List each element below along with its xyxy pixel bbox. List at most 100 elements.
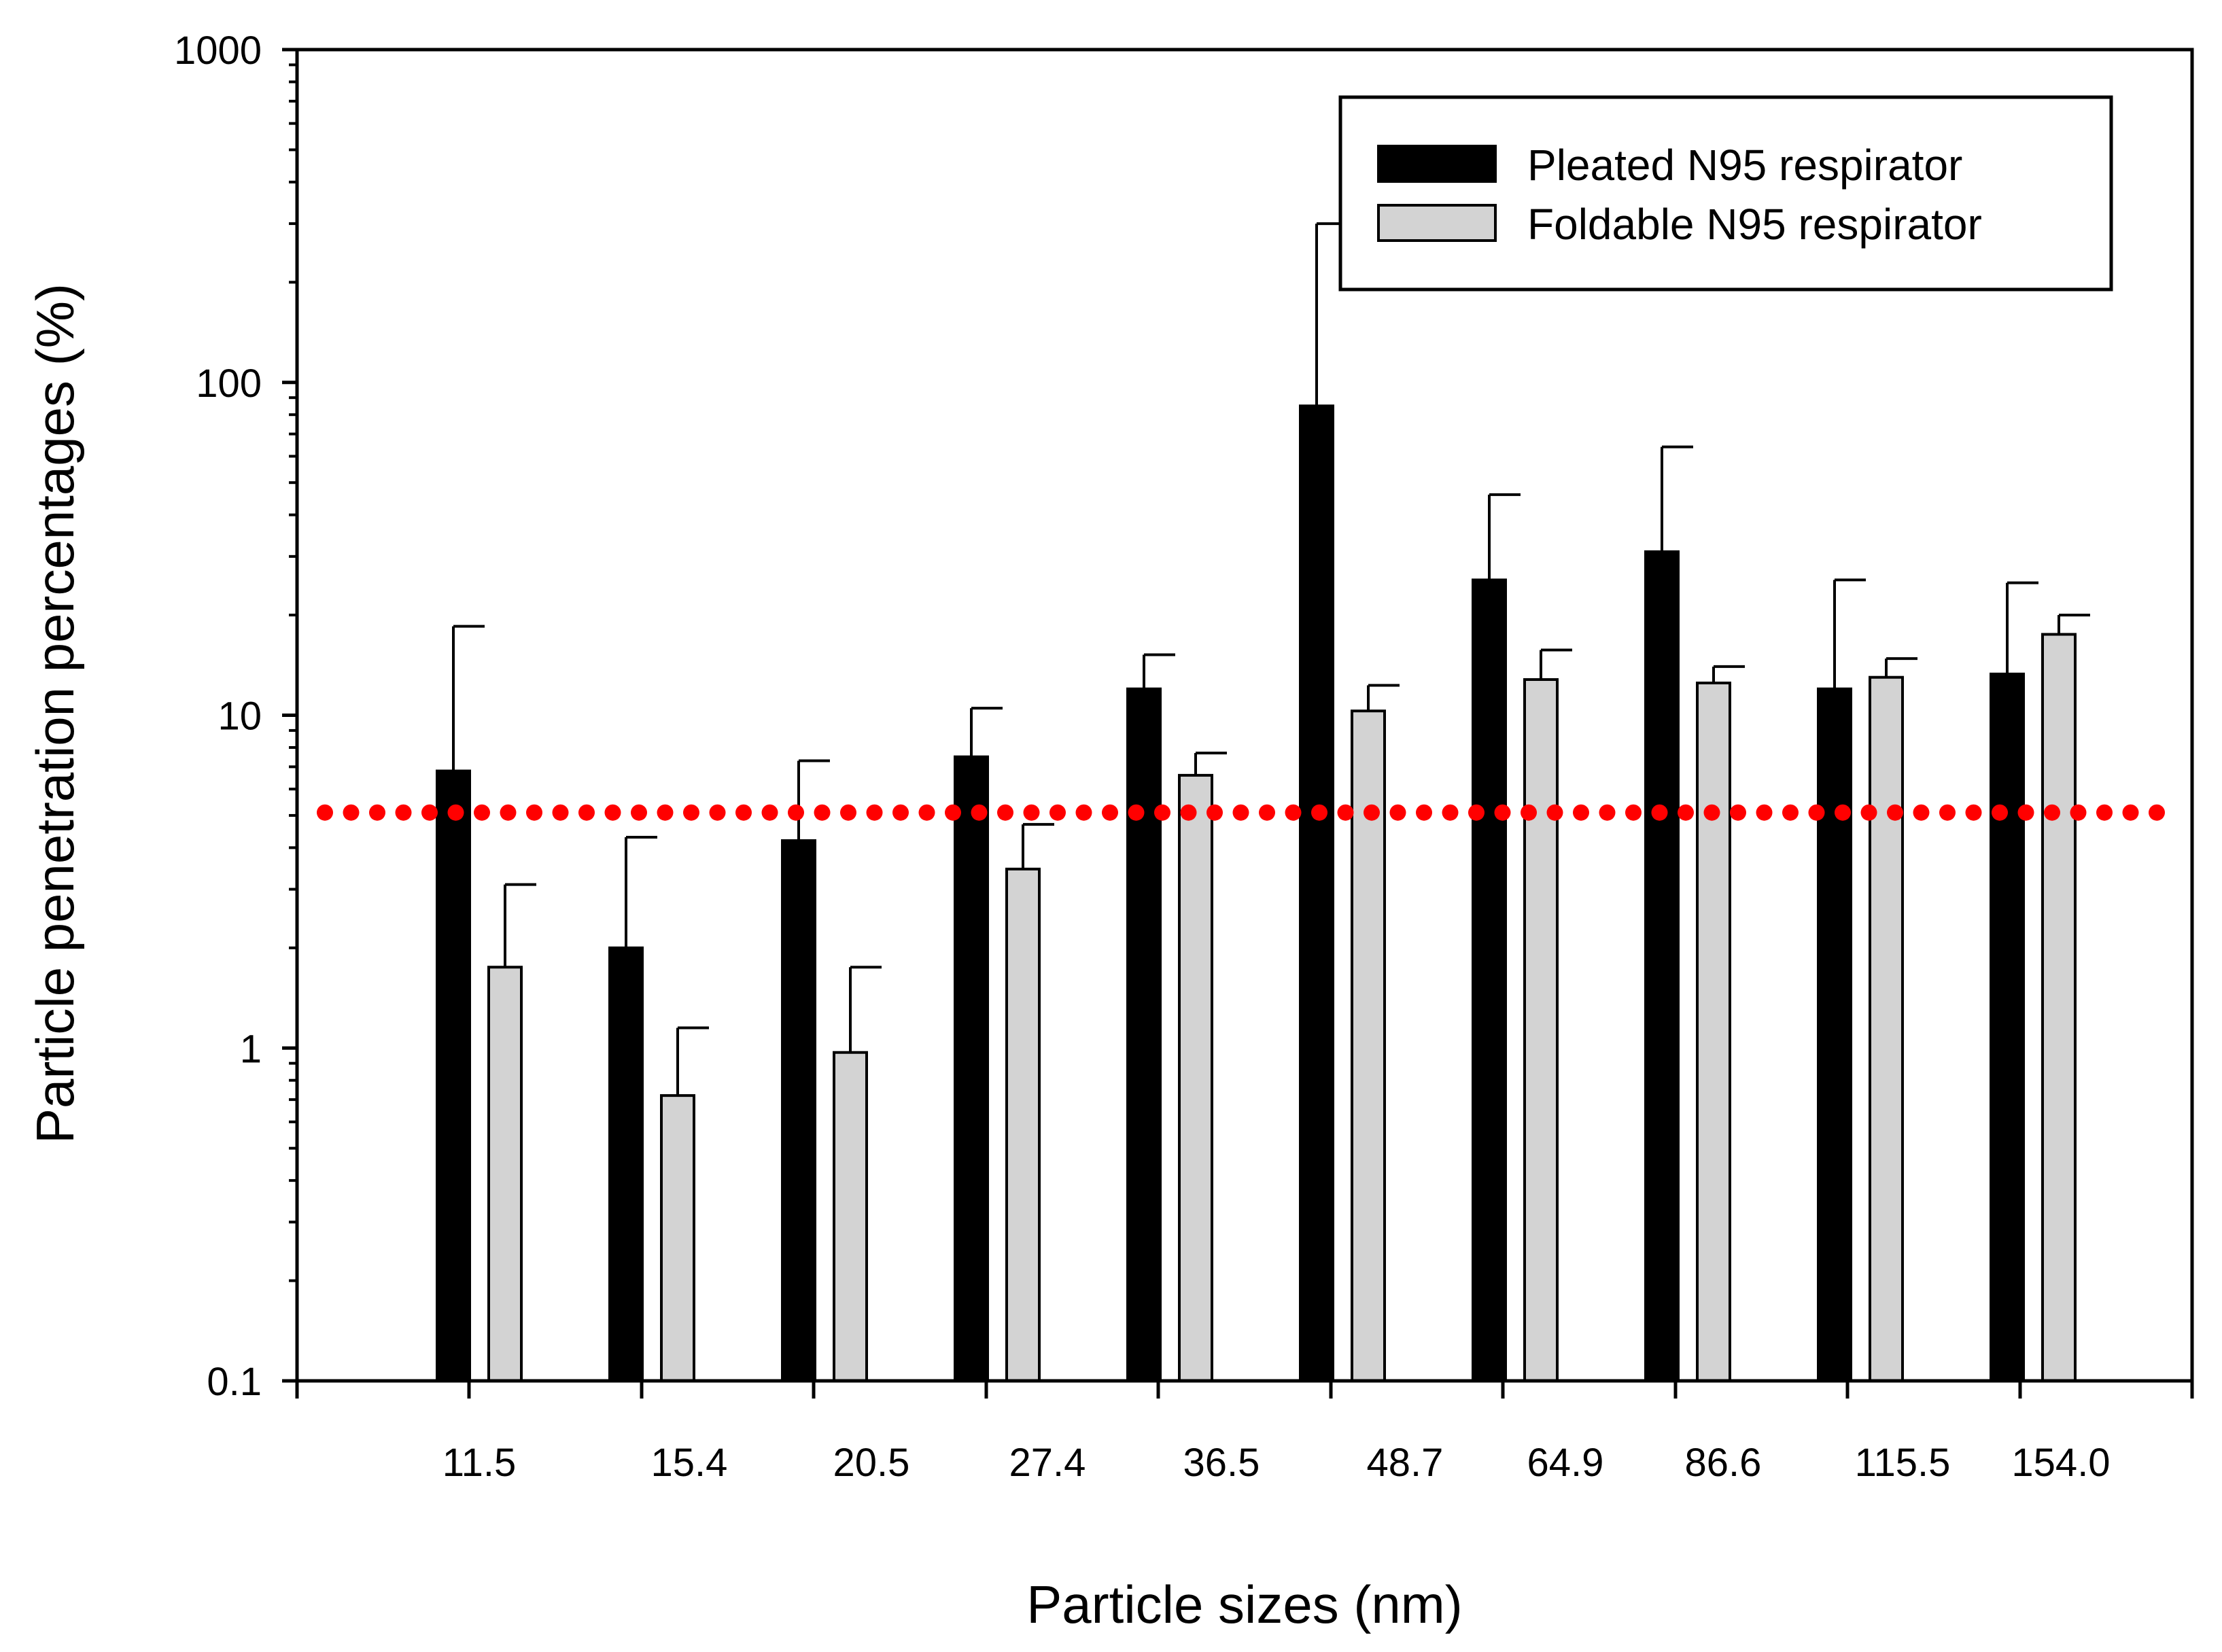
reference-dot [1128, 804, 1145, 821]
reference-dot [657, 804, 674, 821]
reference-dot [1102, 804, 1118, 821]
bar-pleated [1644, 550, 1680, 1382]
reference-dot [1207, 804, 1223, 821]
reference-dot [2122, 804, 2139, 821]
legend-label-pleated: Pleated N95 respirator [1527, 141, 1962, 190]
reference-dot [421, 804, 438, 821]
reference-dot [578, 804, 595, 821]
x-tick-label: 27.4 [1009, 1441, 1086, 1485]
x-tick-label: 154.0 [2011, 1441, 2110, 1485]
reference-dot [1468, 804, 1485, 821]
x-axis-title: Particle sizes (nm) [1026, 1575, 1462, 1634]
reference-dot [369, 804, 385, 821]
reference-dot [1756, 804, 1773, 821]
reference-dot [1416, 804, 1432, 821]
x-tick-label: 115.5 [1855, 1441, 1951, 1485]
reference-dot [971, 804, 988, 821]
bar-pleated [608, 946, 644, 1382]
reference-dot [1180, 804, 1197, 821]
bar-pleated [781, 839, 816, 1382]
y-tick-label: 10 [218, 695, 262, 739]
reference-dot [317, 804, 333, 821]
reference-dot [892, 804, 909, 821]
reference-dot [1389, 804, 1406, 821]
reference-dot [2017, 804, 2034, 821]
reference-dot [1573, 804, 1589, 821]
bar-pleated [1126, 687, 1162, 1382]
reference-dot [683, 804, 699, 821]
reference-dot [2149, 804, 2165, 821]
reference-dot [1965, 804, 1982, 821]
y-tick-label: 100 [196, 362, 262, 406]
bar-foldable [1351, 709, 1386, 1383]
reference-dot [1651, 804, 1668, 821]
reference-dot [840, 804, 856, 821]
reference-dot [2044, 804, 2060, 821]
bar-foldable [833, 1051, 868, 1382]
reference-dot [1023, 804, 1040, 821]
bar-pleated [436, 769, 471, 1383]
reference-dot [604, 804, 621, 821]
reference-dot [1075, 804, 1092, 821]
bar-foldable [1005, 867, 1041, 1383]
bars-layer [436, 222, 2090, 1383]
bar-pleated [1990, 672, 2025, 1383]
reference-dot [447, 804, 464, 821]
bar-foldable [2041, 633, 2077, 1382]
reference-dot [1939, 804, 1956, 821]
reference-dot [500, 804, 517, 821]
x-tick-label: 86.6 [1685, 1441, 1762, 1485]
reference-dot [474, 804, 490, 821]
bar-foldable [1523, 678, 1559, 1382]
bar-foldable [487, 966, 523, 1383]
axes-layer: 0.1 1 10 100 1000 11.5 15.4 20.5 27.4 36.5 48.7 64.… [174, 29, 2194, 1485]
bar-foldable [1178, 773, 1213, 1383]
reference-dot [1364, 804, 1380, 821]
reference-dot [1154, 804, 1170, 821]
bar-pleated [1299, 404, 1334, 1382]
reference-dot [1494, 804, 1511, 821]
bar-pleated [954, 755, 989, 1382]
legend-label-foldable: Foldable N95 respirator [1527, 200, 1982, 249]
reference-dot [1311, 804, 1327, 821]
reference-dot [1782, 804, 1799, 821]
y-axis-title: Particle penetration percentages (%) [25, 283, 85, 1144]
reference-dot [2096, 804, 2113, 821]
reference-dot [735, 804, 752, 821]
reference-dot [866, 804, 883, 821]
reference-dot [343, 804, 360, 821]
reference-dot [1835, 804, 1851, 821]
legend-box [1338, 95, 2113, 292]
bar-pleated [1472, 578, 1507, 1382]
bar-foldable [1696, 682, 1731, 1382]
bar-pleated [1817, 687, 1852, 1382]
reference-dot [1678, 804, 1694, 821]
reference-dot [945, 804, 961, 821]
x-tick-label: 11.5 [442, 1441, 517, 1485]
reference-dot [1259, 804, 1275, 821]
reference-dot [1232, 804, 1249, 821]
x-tick-label: 20.5 [833, 1441, 910, 1485]
reference-dot [526, 804, 542, 821]
legend-swatch-pleated [1377, 145, 1497, 183]
y-tick-label: 0.1 [207, 1360, 262, 1404]
bar-foldable [660, 1094, 695, 1383]
reference-dot [1337, 804, 1354, 821]
reference-dot [1625, 804, 1642, 821]
x-tick-label: 64.9 [1527, 1441, 1604, 1485]
y-tick-label: 1 [240, 1027, 262, 1071]
reference-dot [2070, 804, 2087, 821]
x-tick-label: 36.5 [1183, 1441, 1260, 1485]
legend-swatch-foldable [1377, 204, 1497, 242]
reference-dot [1285, 804, 1302, 821]
reference-line-layer [317, 804, 2165, 821]
reference-dot [997, 804, 1013, 821]
reference-dot [1521, 804, 1537, 821]
x-tick-label: 48.7 [1367, 1441, 1444, 1485]
reference-dot [1860, 804, 1877, 821]
reference-dot [1442, 804, 1459, 821]
reference-dot [1599, 804, 1616, 821]
reference-dot [918, 804, 935, 821]
legend: Pleated N95 respirator Foldable N95 resp… [1338, 95, 2113, 292]
